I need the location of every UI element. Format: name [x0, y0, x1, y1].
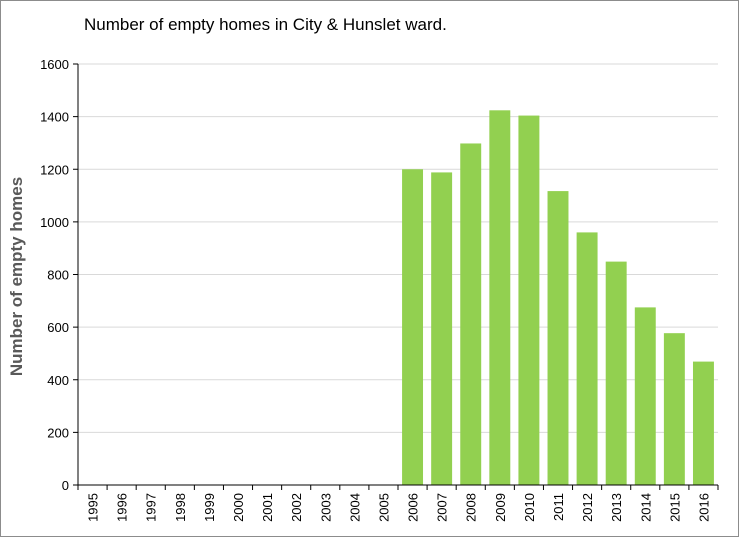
- x-tick-label: 1999: [202, 493, 217, 522]
- x-tick-label: 2007: [435, 493, 450, 522]
- bar-2016: [692, 361, 714, 485]
- x-tick-label: 2008: [464, 493, 479, 522]
- x-tick-label: 1995: [86, 493, 101, 522]
- bars: [402, 110, 714, 486]
- x-tick-label: 2015: [667, 493, 682, 522]
- x-tick-label: 1996: [115, 493, 130, 522]
- x-tick-label: 2012: [580, 493, 595, 522]
- x-tick-label: 2010: [522, 493, 537, 522]
- x-tick-label: 2001: [260, 493, 275, 522]
- x-tick-label: 2009: [493, 493, 508, 522]
- x-tick-label: 2000: [231, 493, 246, 522]
- bar-2011: [547, 191, 569, 486]
- chart-title: Number of empty homes in City & Hunslet …: [84, 15, 447, 34]
- bar-2010: [518, 115, 540, 485]
- y-axis-title: Number of empty homes: [7, 177, 26, 376]
- x-tick-labels: 1995 1996 1997 1998 1999 2000 2001 2002 2003 2004…: [77, 485, 719, 522]
- x-tick-label: 2013: [609, 493, 624, 522]
- y-tick-label: 600: [47, 320, 69, 335]
- x-tick-label: 2004: [347, 493, 362, 522]
- y-tick-label: 1600: [40, 57, 69, 72]
- y-tick-label: 1000: [40, 215, 69, 230]
- bar-2007: [431, 172, 453, 485]
- bar-2008: [460, 143, 482, 485]
- y-tick-label: 0: [62, 478, 69, 493]
- bar-2006: [402, 169, 424, 485]
- bar-2014: [634, 307, 656, 485]
- x-tick-label: 2005: [376, 493, 391, 522]
- x-tick-label: 2016: [696, 493, 711, 522]
- y-tick-label: 200: [47, 425, 69, 440]
- x-tick-label: 2011: [551, 493, 566, 521]
- x-tick-label: 2002: [289, 493, 304, 522]
- x-tick-label: 2014: [638, 493, 653, 522]
- y-tick-label: 400: [47, 373, 69, 388]
- x-tick-label: 1997: [144, 493, 159, 522]
- bar-2009: [489, 110, 511, 485]
- bar-2013: [605, 261, 627, 485]
- y-tick-label: 800: [47, 268, 69, 283]
- x-tick-label: 2003: [318, 493, 333, 522]
- x-tick-label: 1998: [173, 493, 188, 522]
- bar-2012: [576, 232, 598, 485]
- x-tick-label: 2006: [406, 493, 421, 522]
- y-tick-labels: 0 200 400 600 800 1000 1200 1400 1600: [40, 57, 69, 493]
- y-tick-label: 1400: [40, 110, 69, 125]
- y-tick-label: 1200: [40, 162, 69, 177]
- bar-2015: [663, 333, 685, 485]
